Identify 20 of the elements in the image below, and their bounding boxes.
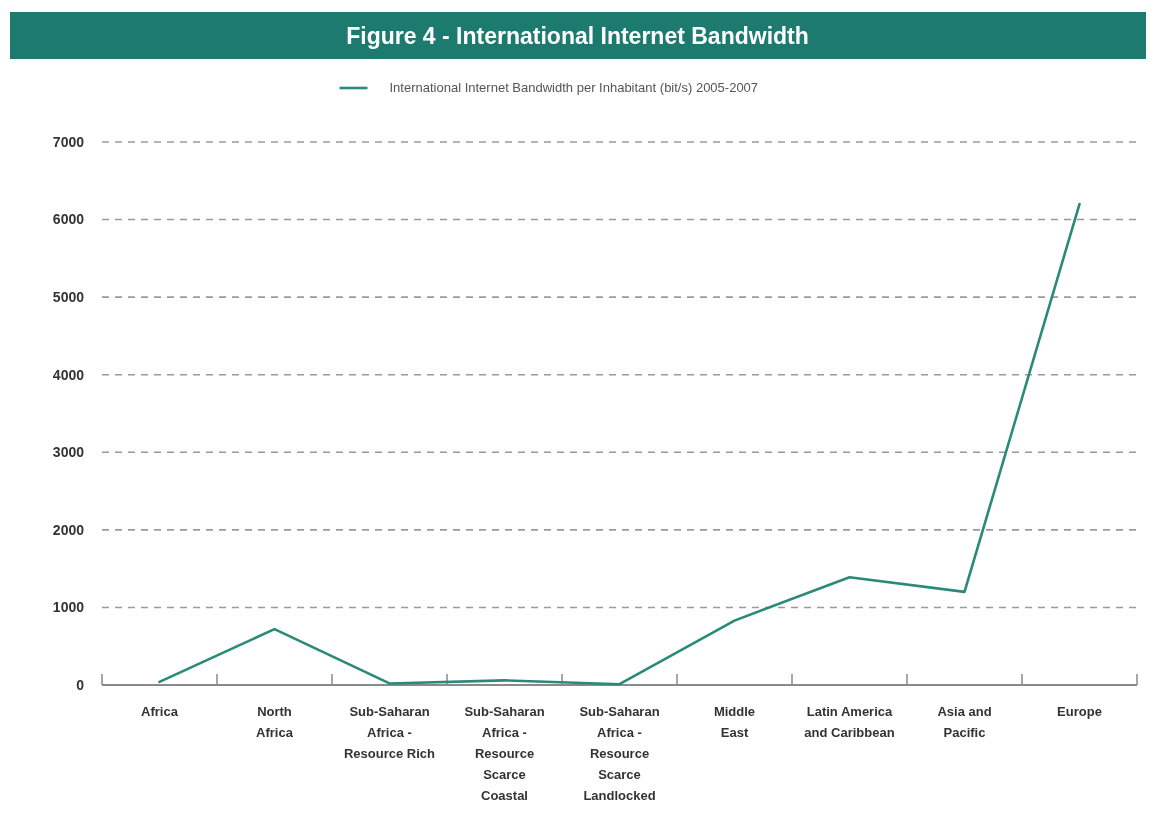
x-tick-label: Middle East	[713, 704, 756, 740]
x-tick-label: Sub-Saharan Africa - Resource Rich	[343, 704, 436, 761]
chart-title: Figure 4 - International Internet Bandwidth	[346, 23, 809, 49]
y-tick-label: 6000	[52, 211, 85, 228]
line-series	[158, 202, 1081, 686]
x-tick-label: North Africa	[256, 704, 294, 740]
y-tick-label: 3000	[52, 444, 85, 461]
y-tick-label: 7000	[52, 133, 85, 150]
x-tick-label: Africa	[141, 704, 179, 719]
y-tick-label: 0	[76, 676, 85, 693]
y-tick-label: 4000	[52, 366, 85, 383]
x-tick-label: Sub-Saharan Africa - Resource Scarce Coastal	[464, 704, 545, 803]
legend-label: International Internet Bandwidth per Inhabitant (bit/s) 2005-2007	[389, 80, 759, 95]
x-tick-label: Europe	[1057, 704, 1102, 719]
x-tick-label: Latin America and Caribbean	[804, 704, 895, 740]
x-tick-label: Sub-Saharan Africa - Resource Scarce Landlocked	[579, 704, 660, 803]
y-tick-label: 5000	[52, 289, 85, 306]
y-tick-label: 2000	[52, 521, 85, 538]
y-tick-label: 1000	[52, 599, 85, 616]
x-tick-label: Asia and Pacific	[937, 704, 992, 740]
